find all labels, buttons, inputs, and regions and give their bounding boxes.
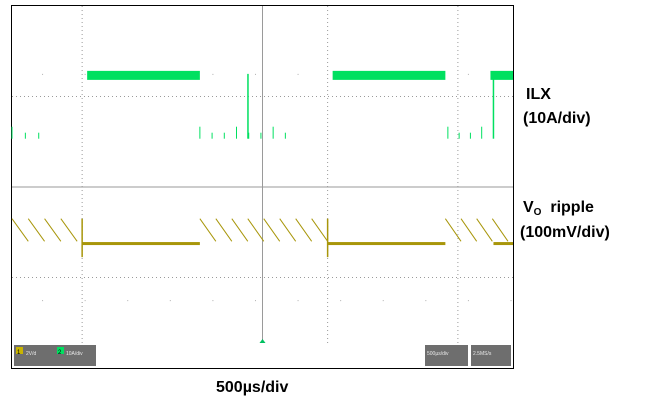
status-left-box <box>14 345 96 366</box>
status-ch2-label: 2 <box>58 350 62 356</box>
vo-ripple-0 <box>11 218 78 242</box>
grid-dot <box>84 300 86 302</box>
grid-dot <box>84 73 86 75</box>
grid-dot <box>127 300 129 302</box>
vo-ripple-2 <box>444 218 509 242</box>
grid-dot <box>297 300 299 302</box>
status-bar: 1 2 2V/d 10A/div 500µs/div 2.5MS/s <box>12 343 513 368</box>
ilx-high-segment-edge <box>490 70 513 80</box>
traces <box>11 70 513 343</box>
vo-label-suffix: ripple <box>541 199 594 216</box>
ilx-high-segment-0 <box>87 70 200 80</box>
ilx-high-segment-1 <box>332 70 446 80</box>
grid-dot <box>212 73 214 75</box>
vo-label-subscript: O <box>533 207 542 218</box>
status-ch1-label: 1 <box>17 350 21 356</box>
status-right-box-1 <box>425 345 468 366</box>
grid-dot <box>254 73 256 75</box>
grid-dot <box>340 300 342 302</box>
grid-dot <box>297 73 299 75</box>
status-right-box-2 <box>471 345 511 366</box>
ilx-series-label: ILX <box>526 86 551 103</box>
grid-dot <box>212 300 214 302</box>
grid-dot <box>42 73 44 75</box>
ch1-indicator <box>16 347 23 354</box>
status-right-readout-2: 2.5MS/s <box>473 351 492 357</box>
grid-dot <box>254 300 256 302</box>
grid-dot <box>510 300 512 302</box>
vo-ripple-1 <box>199 218 329 242</box>
grid-dot <box>42 300 44 302</box>
grid-dot <box>467 300 469 302</box>
time-scale-label: 500µs/div <box>216 379 289 396</box>
vo-flat-segment-edge <box>493 242 513 246</box>
vo-series-label: VO ripple <box>523 199 594 218</box>
ch2-indicator <box>57 347 64 354</box>
vo-label-main: V <box>523 199 534 216</box>
vo-flat-segment-0 <box>82 242 200 246</box>
grid-dot <box>425 300 427 302</box>
grid-dot <box>169 300 171 302</box>
grid-dot <box>467 73 469 75</box>
ilx-scale-label: (10A/div) <box>523 110 591 127</box>
status-left-readout-2: 10A/div <box>66 351 83 357</box>
trigger-marker-icon <box>259 339 266 343</box>
grid-dot <box>382 300 384 302</box>
status-right-readout-1: 500µs/div <box>427 351 449 357</box>
vo-scale-label: (100mV/div) <box>520 224 610 241</box>
vo-flat-segment-1 <box>327 242 446 246</box>
status-left-readout-1: 2V/d <box>26 351 37 357</box>
